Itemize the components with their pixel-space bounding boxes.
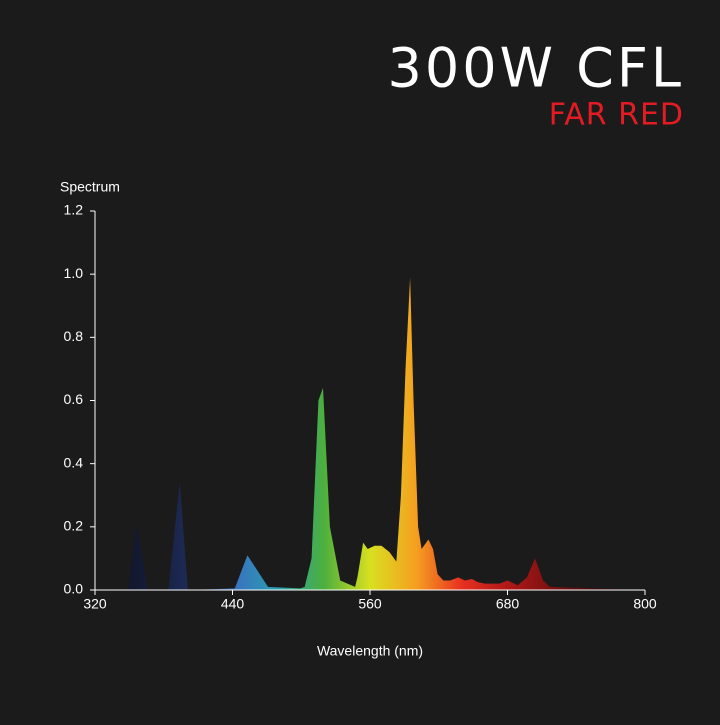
y-tick-label: 0.0: [64, 581, 84, 597]
y-tick-label: 0.8: [64, 328, 84, 344]
chart-subtitle: FAR RED: [549, 98, 684, 133]
y-tick-label: 0.2: [64, 518, 84, 534]
x-tick-label: 560: [358, 596, 382, 612]
y-axis-label: Spectrum: [60, 179, 120, 195]
y-tick-label: 1.2: [64, 202, 84, 218]
chart-title: 300W CFL: [388, 37, 684, 100]
x-tick-label: 440: [221, 596, 245, 612]
x-axis-label: Wavelength (nm): [317, 643, 423, 659]
x-tick-label: 320: [83, 596, 107, 612]
x-tick-label: 680: [496, 596, 520, 612]
y-tick-label: 0.4: [64, 454, 84, 470]
y-tick-label: 1.0: [64, 265, 84, 281]
x-tick-label: 800: [633, 596, 657, 612]
y-tick-label: 0.6: [64, 391, 84, 407]
